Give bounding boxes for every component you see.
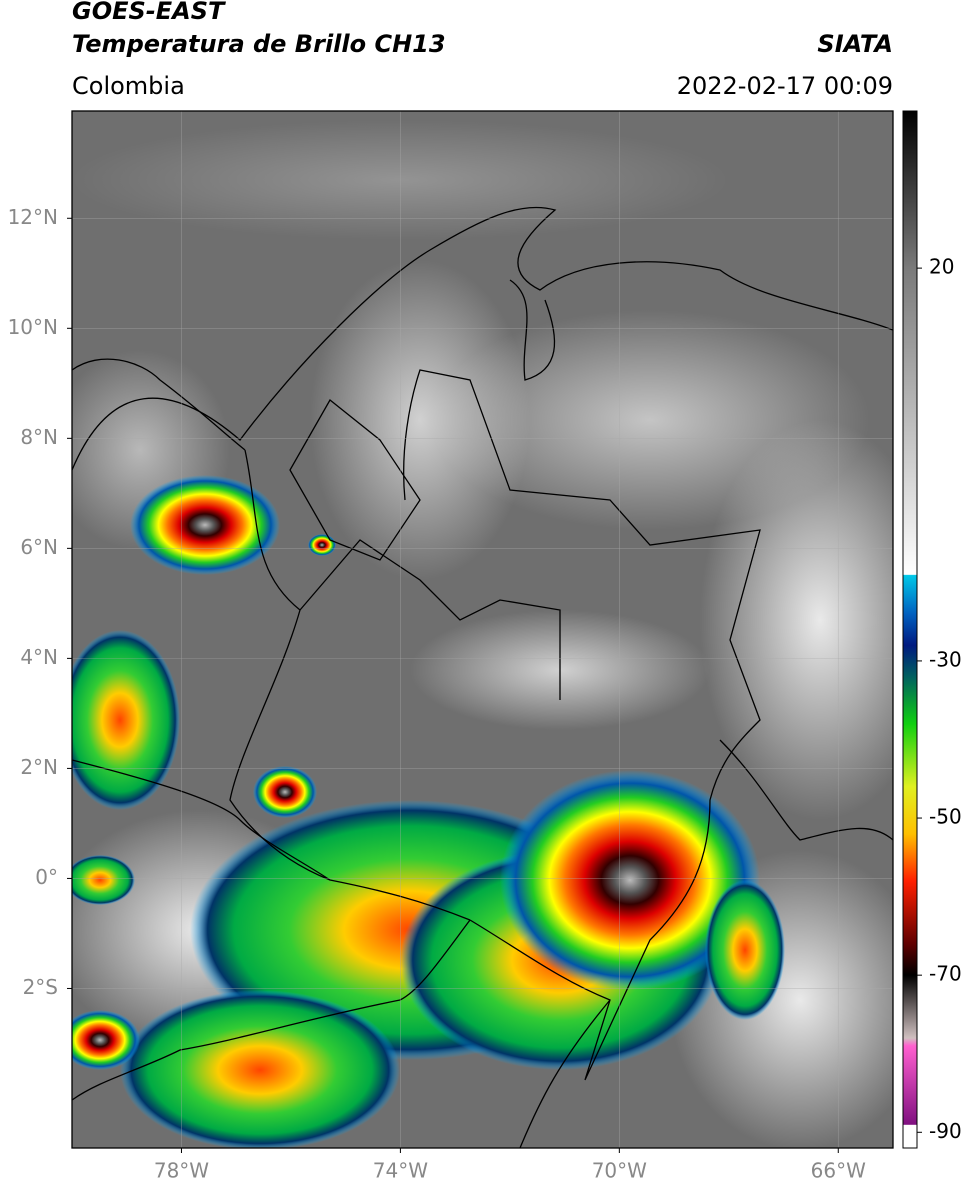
colorbar-tick-label: -30	[929, 647, 962, 671]
y-tick-label: 12°N	[8, 205, 58, 229]
y-tick-label: 6°N	[20, 535, 58, 559]
map-frame	[71, 110, 894, 1149]
colorbar-tick-label: -90	[929, 1119, 962, 1143]
source: SIATA	[817, 30, 893, 58]
map-axes: 78°W 74°W 70°W 66°W 12°N 10°N 8°N 6°N 4°N 2°N 0° 2°…	[8, 205, 867, 1183]
graticule	[72, 111, 893, 1148]
colorbar-tick-label: -70	[929, 962, 962, 986]
y-tick-label: 8°N	[20, 425, 58, 449]
y-tick-label: 4°N	[20, 645, 58, 669]
y-tick-label: 2°S	[23, 975, 58, 999]
subtitle: Temperatura de Brillo CH13	[72, 30, 446, 58]
colorbar: 20 -30 -50 -70 -90	[902, 110, 962, 1149]
title: GOES-EAST	[72, 0, 226, 25]
colorbar-tick-label: -50	[929, 805, 962, 829]
satellite-image	[72, 111, 893, 1148]
y-tick-label: 10°N	[8, 315, 58, 339]
y-tick-label: 0°	[35, 865, 58, 889]
region: Colombia	[72, 72, 185, 100]
colorbar-fill	[902, 110, 918, 1149]
datetime: 2022-02-17 00:09	[677, 72, 893, 100]
x-tick-label: 74°W	[373, 1159, 428, 1183]
x-tick-label: 70°W	[592, 1159, 647, 1183]
colorbar-tick-label: 20	[929, 255, 954, 279]
x-tick-label: 78°W	[154, 1159, 209, 1183]
y-tick-label: 2°N	[20, 755, 58, 779]
x-tick-label: 66°W	[811, 1159, 866, 1183]
